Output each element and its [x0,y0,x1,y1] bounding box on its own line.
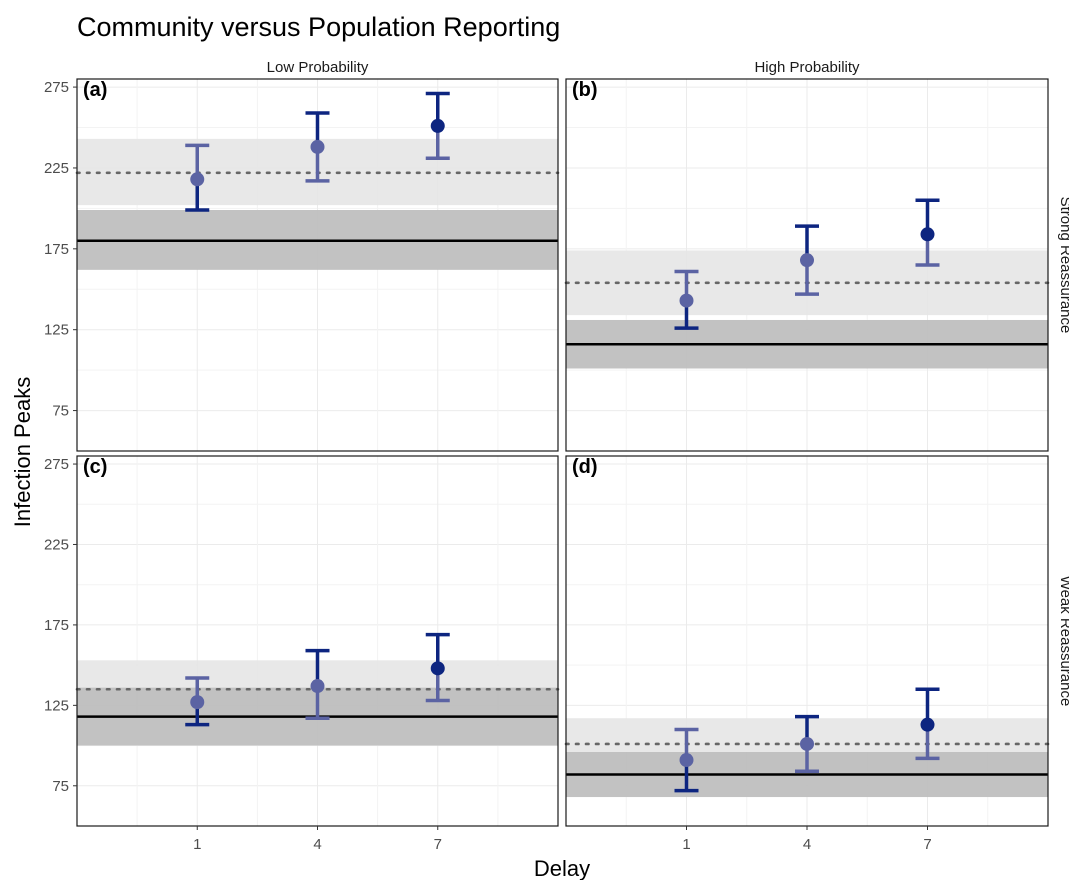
panel-letter: (c) [83,456,107,478]
panel-border [76,78,559,452]
data-point [679,293,694,308]
panels-layer: Low Probability High Probability Strong Re… [44,59,1069,853]
data-point [920,227,935,242]
data-point [190,695,205,710]
y-tick-label: 75 [52,403,69,420]
x-axis-title: Delay [534,856,590,880]
panel-b: (b) [564,78,1050,452]
panel-letter: (b) [572,79,598,101]
y-tick-label: 175 [44,617,69,634]
y-axis-title: Infection Peaks [10,377,35,527]
panel-d: (d) 1 4 7 [564,455,1050,853]
x-tick-label: 1 [193,836,201,853]
y-tick-label: 175 [44,241,69,258]
y-tick-label: 275 [44,79,69,96]
data-point [430,661,445,676]
panel-border [565,78,1049,452]
panel-letter: (a) [83,79,107,101]
y-tick-label: 125 [44,697,69,714]
chart-title: Community versus Population Reporting [77,12,560,42]
x-tick-label: 4 [313,836,321,853]
row-strip-label: Strong Reassurance [1057,197,1069,334]
y-tick-label: 225 [44,160,69,177]
data-point [920,717,935,732]
x-tick-label: 7 [923,836,931,853]
x-tick-label: 7 [434,836,442,853]
column-strip-label: High Probability [754,59,860,76]
panel-letter: (d) [572,456,598,478]
data-point [800,736,814,751]
panel-c: (c) 75 125 175 225 275 1 4 7 [44,455,560,853]
x-tick-label: 1 [682,836,690,853]
data-point [310,679,325,694]
y-tick-label: 125 [44,322,69,339]
data-point [310,139,325,154]
data-point [679,753,694,768]
y-tick-label: 75 [52,778,69,795]
y-tick-label: 225 [44,536,69,553]
row-strip-label: Weak Reassurance [1057,576,1069,707]
data-point [800,253,814,268]
panel-a: (a) 75 125 175 225 275 [44,78,560,452]
y-tick-label: 275 [44,456,69,473]
x-tick-label: 4 [803,836,811,853]
data-point [430,118,445,133]
data-point [190,172,205,187]
column-strip-label: Low Probability [267,59,369,76]
